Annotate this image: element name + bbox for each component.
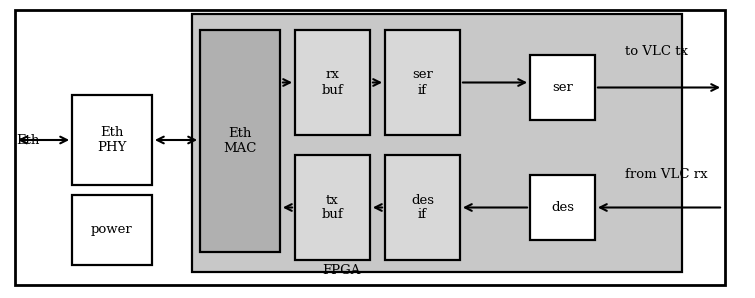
Text: rx
buf: rx buf (322, 69, 344, 97)
Bar (530, 175, 595, 240)
Bar (295, 155, 370, 260)
Bar (385, 30, 460, 135)
Text: from VLC rx: from VLC rx (625, 168, 707, 181)
Text: tx
buf: tx buf (322, 193, 344, 221)
Bar (385, 155, 460, 260)
Text: to VLC tx: to VLC tx (625, 45, 688, 58)
Text: FPGA: FPGA (322, 263, 360, 277)
Text: Eth: Eth (17, 134, 40, 147)
Text: power: power (91, 224, 133, 237)
Text: des: des (551, 201, 574, 214)
Bar (200, 30, 280, 252)
Text: Eth
MAC: Eth MAC (223, 127, 257, 155)
Text: ser
if: ser if (412, 69, 433, 97)
Bar (530, 55, 595, 120)
Text: Eth
PHY: Eth PHY (97, 126, 127, 154)
Bar (192, 14, 682, 272)
Text: des
if: des if (411, 193, 434, 221)
Bar (72, 195, 152, 265)
Bar (72, 95, 152, 185)
Bar (295, 30, 370, 135)
Text: ser: ser (552, 81, 573, 94)
